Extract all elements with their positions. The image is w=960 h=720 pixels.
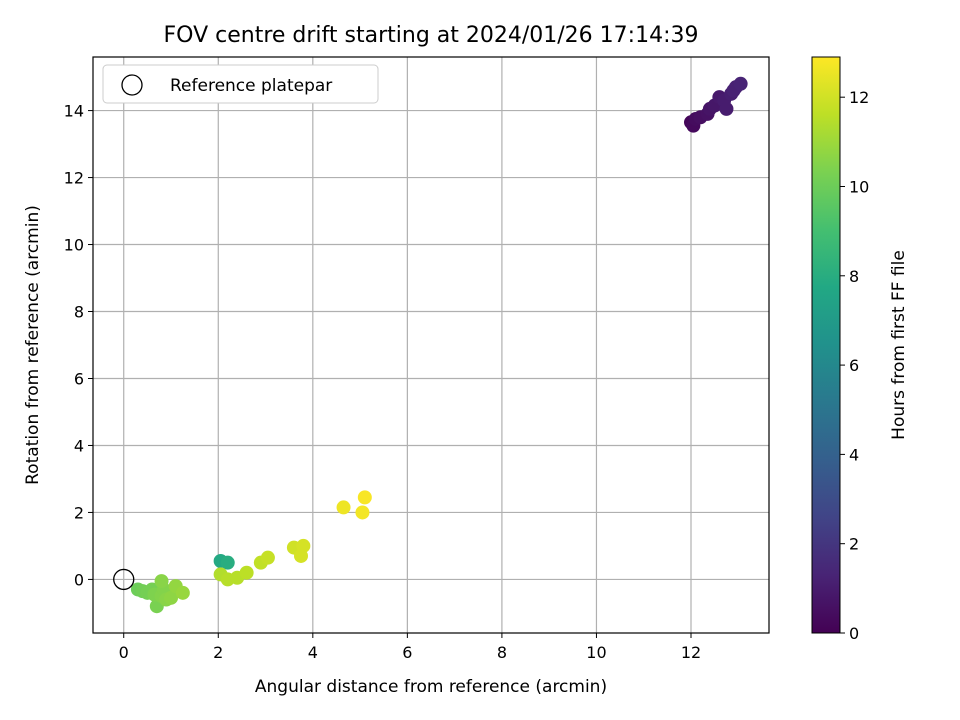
y-tick-label: 8 xyxy=(74,303,84,322)
data-point xyxy=(336,500,351,515)
colorbar-tick-label: 6 xyxy=(849,356,859,375)
data-point xyxy=(175,585,190,600)
colorbar-tick-label: 10 xyxy=(849,177,869,196)
data-point xyxy=(239,565,254,580)
chart-title: FOV centre drift starting at 2024/01/26 … xyxy=(164,23,699,48)
reference-marker-layer xyxy=(113,568,135,591)
x-tick-label: 2 xyxy=(213,643,223,662)
data-points xyxy=(130,76,748,614)
colorbar-tick-label: 2 xyxy=(849,535,859,554)
legend: Reference platepar xyxy=(102,64,379,104)
data-point xyxy=(719,101,734,116)
legend-entry-reference: Reference platepar xyxy=(170,76,332,96)
y-axis-label: Rotation from reference (arcmin) xyxy=(23,205,43,485)
y-tick-label: 10 xyxy=(64,236,84,255)
legend-marker-reference xyxy=(121,74,143,96)
data-point xyxy=(733,76,748,91)
reference-platepar-marker xyxy=(113,568,135,591)
data-point xyxy=(260,550,275,565)
x-tick-label: 0 xyxy=(119,643,129,662)
x-tick-label: 6 xyxy=(402,643,412,662)
x-axis-ticks: 0 2 4 6 8 10 12 xyxy=(119,633,701,662)
data-point xyxy=(355,505,370,520)
x-tick-label: 12 xyxy=(681,643,701,662)
x-tick-label: 4 xyxy=(308,643,318,662)
data-point xyxy=(357,490,372,505)
data-point xyxy=(164,590,178,605)
x-axis-label: Angular distance from reference (arcmin) xyxy=(255,677,607,697)
y-axis-ticks: 0 2 4 6 8 10 12 14 xyxy=(64,102,93,589)
colorbar-label: Hours from first FF file xyxy=(889,250,909,440)
colorbar-tick-label: 0 xyxy=(849,624,859,643)
data-point xyxy=(296,538,311,553)
colorbar-ticks: 0 2 4 6 8 10 12 xyxy=(840,88,869,643)
colorbar-tick-label: 4 xyxy=(849,445,859,464)
legend-box xyxy=(102,64,379,104)
grid xyxy=(93,57,769,633)
y-tick-label: 4 xyxy=(74,436,84,455)
x-tick-label: 8 xyxy=(497,643,507,662)
data-point xyxy=(220,555,235,570)
plot-frame xyxy=(92,56,770,634)
y-tick-label: 12 xyxy=(64,169,84,188)
colorbar-tick-label: 12 xyxy=(849,88,869,107)
data-point xyxy=(154,574,169,589)
y-tick-label: 14 xyxy=(64,102,84,121)
y-tick-label: 2 xyxy=(74,503,84,522)
y-tick-label: 0 xyxy=(74,570,84,589)
x-tick-label: 10 xyxy=(586,643,606,662)
y-tick-label: 6 xyxy=(74,369,84,388)
colorbar: 0 2 4 6 8 10 12 Hours from first FF file xyxy=(811,56,909,643)
colorbar-tick-label: 8 xyxy=(849,267,859,286)
colorbar-gradient xyxy=(811,56,841,634)
